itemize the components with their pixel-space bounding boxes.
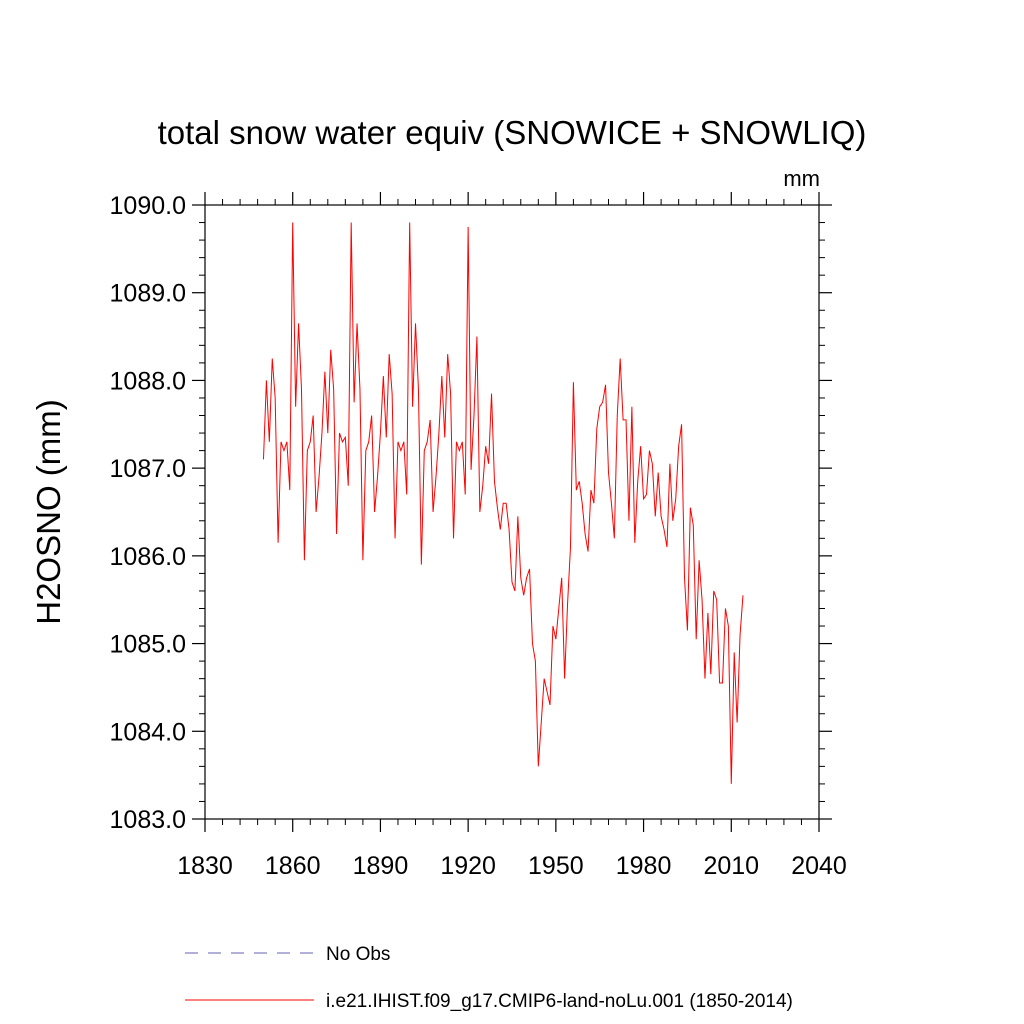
x-tick-label: 1980: [616, 852, 672, 880]
y-tick-label: 1086.0: [110, 543, 186, 571]
x-tick-label: 2010: [703, 852, 759, 880]
x-tick-label: 1830: [177, 852, 233, 880]
y-tick-label: 1088.0: [110, 367, 186, 395]
x-tick-label: 1890: [353, 852, 409, 880]
legend-label-no-obs: No Obs: [326, 944, 390, 965]
y-tick-label: 1090.0: [110, 192, 186, 220]
chart-title: total snow water equiv (SNOWICE + SNOWLI…: [158, 114, 867, 151]
x-tick-label: 1920: [440, 852, 496, 880]
y-tick-label: 1084.0: [110, 718, 186, 746]
axis-ticks: [192, 192, 832, 832]
y-tick-label: 1085.0: [110, 631, 186, 659]
y-tick-label: 1083.0: [110, 806, 186, 834]
y-axis-label: H2OSNO (mm): [30, 399, 67, 625]
series-group: [262, 222, 744, 784]
x-tick-label: 2040: [791, 852, 847, 880]
units-label: mm: [783, 166, 820, 191]
x-tick-label: 1950: [528, 852, 584, 880]
series-line: [262, 222, 744, 784]
y-tick-label: 1087.0: [110, 455, 186, 483]
tick-labels: 1830 1860 1890 1920 1950 1980 2010 2040 1083.0 10…: [110, 192, 847, 880]
legend: No Obs i.e21.IHIST.f09_g17.CMIP6-land-no…: [185, 944, 793, 1012]
legend-label-model-run: i.e21.IHIST.f09_g17.CMIP6-land-noLu.001 …: [326, 991, 793, 1012]
plot-frame: [204, 204, 820, 820]
y-tick-label: 1089.0: [110, 280, 186, 308]
x-tick-label: 1860: [265, 852, 321, 880]
